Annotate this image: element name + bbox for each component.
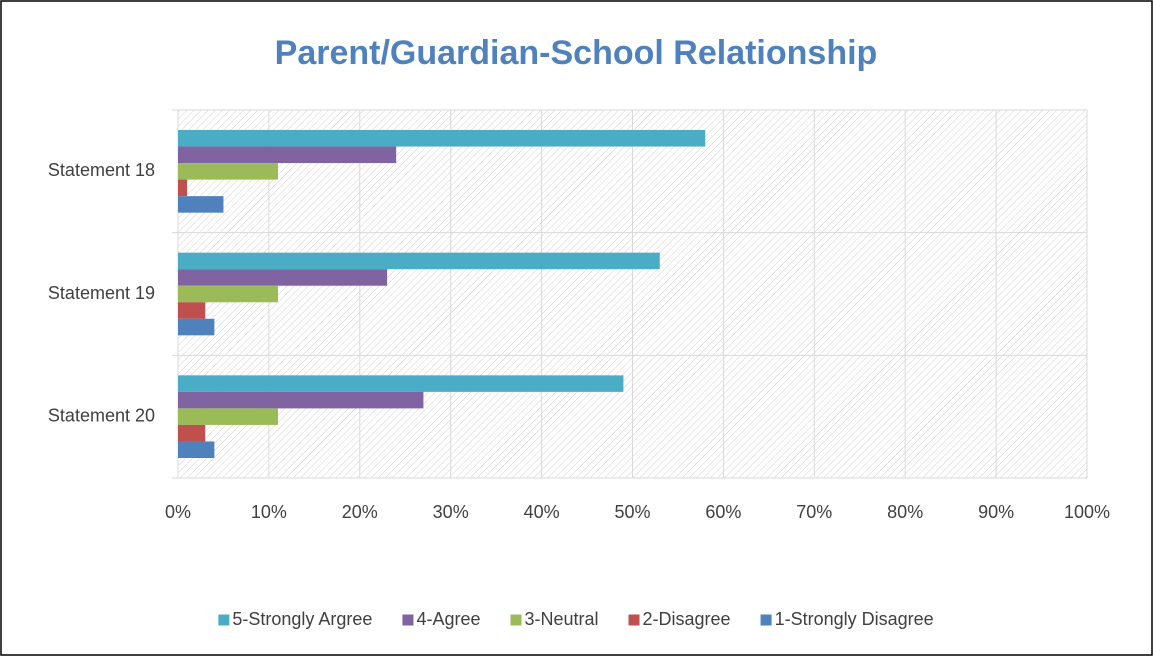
legend-swatch [510,614,522,626]
x-tick-label: 40% [524,502,560,522]
x-tick-label: 30% [433,502,469,522]
legend-swatch [218,614,230,626]
y-tick-label: Statement 19 [48,283,155,303]
legend-label: 3-Neutral [524,609,598,629]
x-tick-label: 70% [796,502,832,522]
x-tick-label: 80% [887,502,923,522]
x-tick-label: 10% [251,502,287,522]
bar [178,179,188,197]
bar [178,146,397,164]
y-tick-label: Statement 20 [48,405,155,425]
bar [178,318,215,336]
legend-label: 1-Strongly Disagree [775,609,934,629]
bar [178,269,388,286]
bar [178,424,206,442]
bar [178,252,660,270]
x-tick-label: 60% [705,502,741,522]
bar [178,408,278,425]
bar [178,130,706,147]
x-tick-label: 100% [1064,502,1110,522]
legend-label: 5-Strongly Argree [232,609,372,629]
bar [178,375,624,392]
x-tick-label: 50% [614,502,650,522]
x-tick-label: 20% [342,502,378,522]
legend-swatch [760,614,772,626]
bar [178,391,424,409]
bar [178,163,278,180]
x-tick-label: 0% [165,502,191,522]
bar [178,285,278,303]
legend-swatch [402,614,414,626]
bar [178,441,215,458]
legend-label: 2-Disagree [643,609,731,629]
bar [178,196,224,213]
x-tick-label: 90% [978,502,1014,522]
chart-title: Parent/Guardian-School Relationship [275,34,878,72]
legend-label: 4-Agree [416,609,480,629]
bar [178,302,206,319]
y-tick-label: Statement 18 [48,160,155,180]
legend-swatch [628,614,640,626]
